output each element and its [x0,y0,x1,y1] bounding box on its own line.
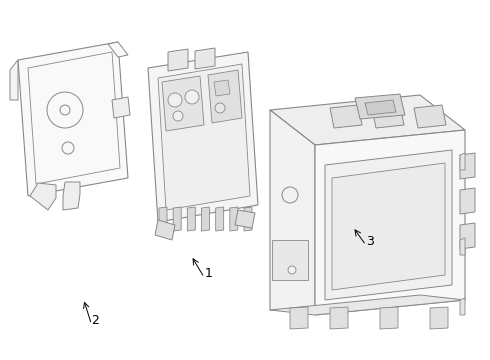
Polygon shape [460,223,475,249]
Polygon shape [159,207,167,231]
Polygon shape [460,188,475,214]
Circle shape [173,111,183,121]
Polygon shape [365,100,396,115]
Polygon shape [10,60,18,100]
Polygon shape [372,105,404,128]
Polygon shape [173,207,181,231]
Circle shape [47,92,83,128]
Circle shape [168,93,182,107]
Circle shape [215,103,225,113]
Circle shape [185,90,199,104]
Polygon shape [18,42,128,196]
Polygon shape [325,150,452,300]
Polygon shape [28,52,120,184]
Polygon shape [30,183,56,210]
Polygon shape [460,298,465,315]
Polygon shape [460,238,465,255]
Text: 1: 1 [204,267,212,280]
Polygon shape [155,220,175,240]
Polygon shape [460,153,475,179]
Polygon shape [108,42,128,57]
Polygon shape [460,153,465,170]
Polygon shape [244,207,252,231]
Circle shape [282,187,298,203]
Polygon shape [158,64,250,210]
Circle shape [62,142,74,154]
Polygon shape [63,182,80,210]
Polygon shape [235,210,255,228]
Polygon shape [187,207,196,231]
Polygon shape [148,52,258,222]
Polygon shape [272,240,308,280]
Polygon shape [355,94,405,119]
Polygon shape [216,207,223,231]
Text: 2: 2 [92,314,99,327]
Polygon shape [201,207,210,231]
Polygon shape [330,307,348,329]
Polygon shape [380,307,398,329]
Polygon shape [230,207,238,231]
Polygon shape [270,110,315,310]
Polygon shape [414,105,446,128]
Polygon shape [162,76,204,131]
Polygon shape [195,48,215,69]
Circle shape [60,105,70,115]
Polygon shape [330,105,362,128]
Polygon shape [290,307,308,329]
Circle shape [288,266,296,274]
Polygon shape [208,70,242,123]
Polygon shape [270,95,465,145]
Polygon shape [332,163,445,290]
Polygon shape [214,80,230,96]
Polygon shape [168,49,188,71]
Text: 3: 3 [366,235,374,248]
Polygon shape [315,130,465,315]
Polygon shape [270,295,465,315]
Polygon shape [112,97,130,118]
Polygon shape [430,307,448,329]
